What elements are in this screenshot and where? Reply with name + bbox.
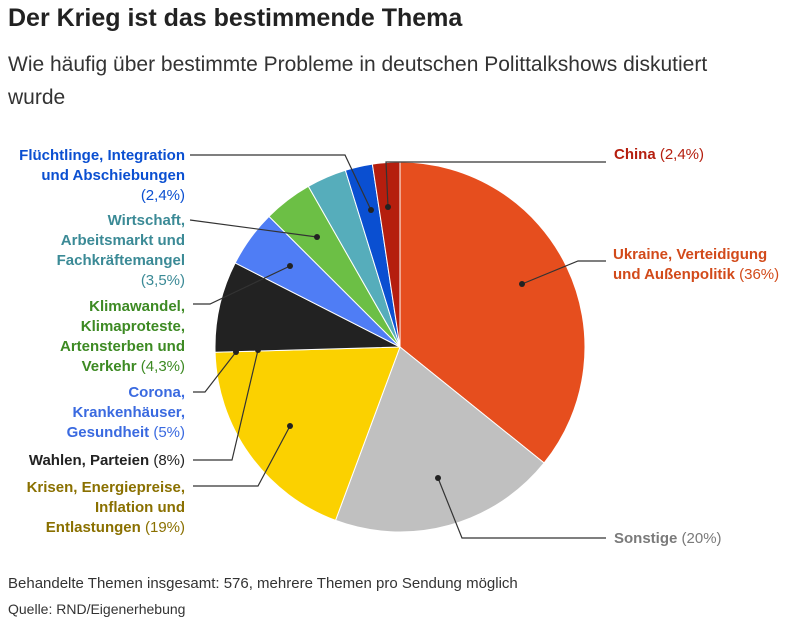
pie-slice-wahlen [214,262,401,353]
chart-title: Der Krieg ist das bestimmende Thema [8,4,463,32]
leader-line-krisen [193,425,291,487]
chart-subtitle: Wie häufig über bestimmte Probleme in de… [8,53,708,109]
source-note: Quelle: RND/Eigenerhebung [8,601,186,617]
leader-line-fluechtlinge [190,154,372,211]
slice-label-wahlen: Wahlen, Parteien (8%) [29,452,185,469]
pie-slice-ukraine [399,161,586,464]
leader-line-wahlen [193,349,259,461]
leader-dot-wirtschaft [314,234,320,240]
slice-label-wirtschaft: Wirtschaft, Arbeitsmarkt und Fachkräfteman… [57,212,185,289]
slice-label-klima: Klimawandel, Klimaproteste, Artensterben u… [60,298,185,375]
slice-label-sonstige: Sonstige (20%) [614,530,722,547]
slice-label-ukraine: Ukraine, Verteidigung und Außenpolitik (3… [613,246,779,283]
pie-slice-sonstige [334,346,545,533]
leader-dot-corona [233,349,239,355]
leader-line-corona [193,351,237,393]
leader-dot-fluechtlinge [368,207,374,213]
slice-label-krisen: Krisen, Energiepreise, Inflation und Entla… [27,479,185,536]
leader-line-ukraine [521,260,606,285]
leader-line-klima [193,265,291,305]
slice-label-fluechtlinge: Flüchtlinge, Integration und Abschiebunge… [19,147,185,204]
leader-dot-krisen [287,423,293,429]
leader-dot-wahlen [255,347,261,353]
leader-dot-ukraine [519,281,525,287]
leader-dot-china [385,204,391,210]
pie-slice-krisen [214,346,401,522]
leader-dot-klima [287,263,293,269]
leader-dot-sonstige [435,475,441,481]
slice-label-china: China (2,4%) [614,146,704,163]
leader-line-china [385,161,606,208]
slice-label-corona: Corona, Krankenhäuser, Gesundheit (5%) [67,384,185,441]
footer-note: Behandelte Themen insgesamt: 576, mehrer… [8,575,518,592]
leader-line-sonstige [437,477,606,539]
leader-line-wirtschaft [189,219,318,238]
